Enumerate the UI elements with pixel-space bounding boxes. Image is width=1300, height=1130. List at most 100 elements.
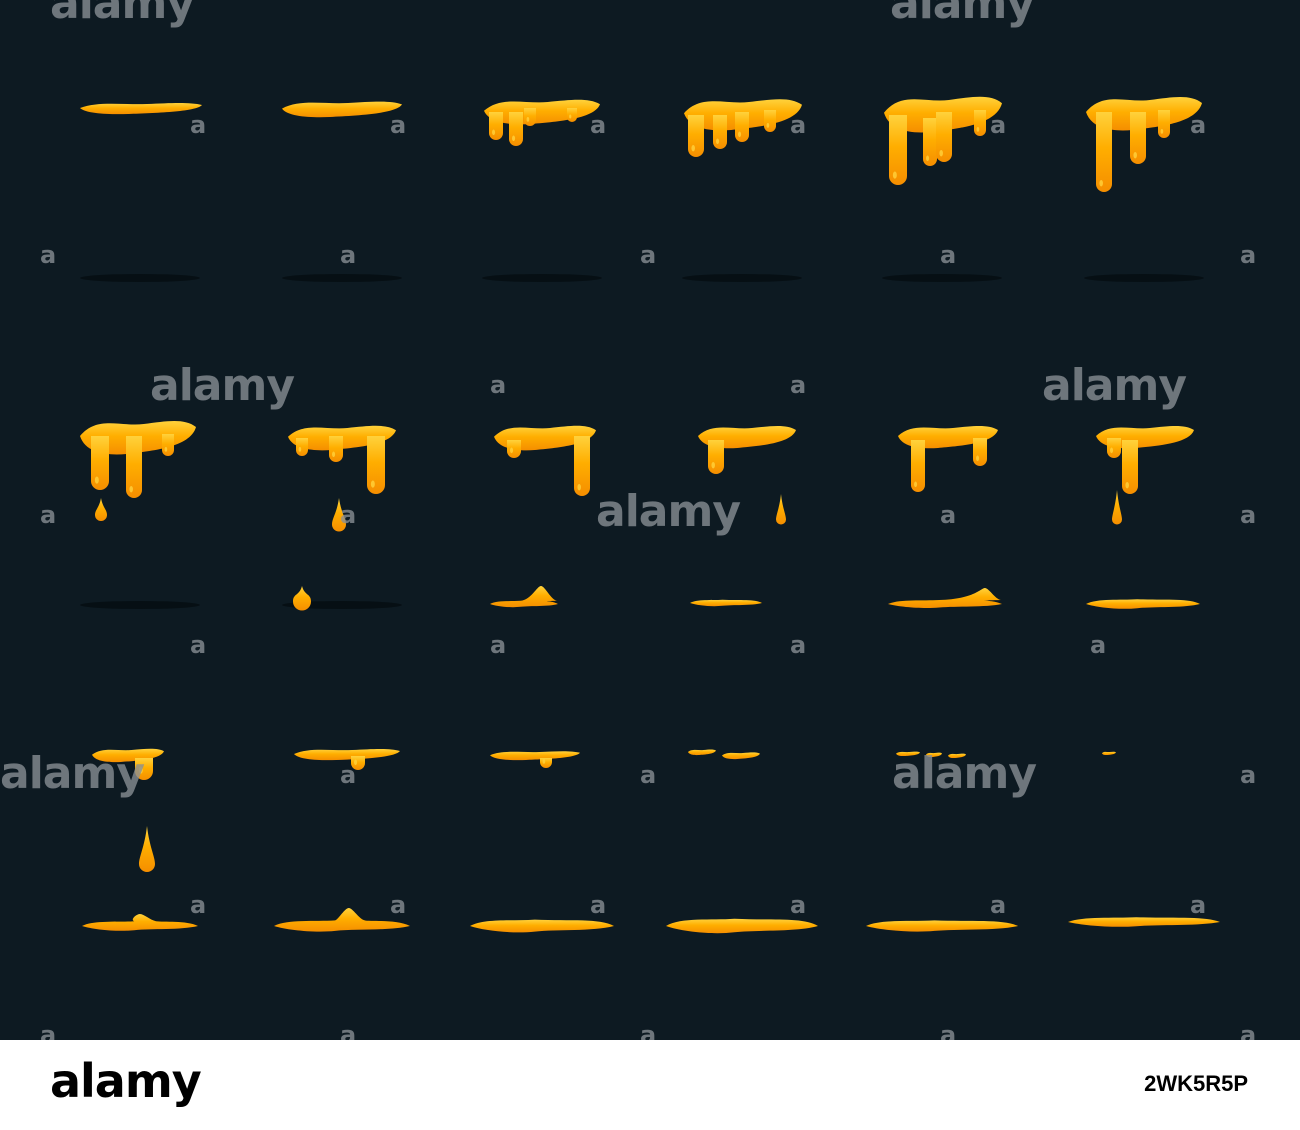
liquid-drip (764, 110, 776, 132)
watermark-logo: alamy (596, 486, 741, 537)
watermark-letter: a (390, 111, 406, 139)
watermark-letter: a (940, 501, 956, 529)
watermark-letter: a (1190, 111, 1206, 139)
drip-highlight (354, 759, 358, 766)
watermark-letter: a (790, 111, 806, 139)
liquid-top-bar (1102, 751, 1116, 756)
falling-droplet (776, 494, 786, 525)
drip-highlight (129, 486, 133, 493)
drip-highlight (939, 150, 943, 157)
liquid-puddle (866, 920, 1018, 932)
watermark-letter: a (390, 891, 406, 919)
falling-droplet (95, 498, 107, 521)
watermark-letter: a (790, 891, 806, 919)
liquid-drip (162, 434, 174, 456)
liquid-drips (80, 96, 1220, 934)
drip-highlight (711, 462, 715, 469)
watermark-letter: a (640, 241, 656, 269)
watermark-logo: alamy (150, 360, 295, 411)
liquid-drip (1096, 112, 1112, 192)
drip-highlight (1110, 447, 1114, 454)
ground-shadows (80, 274, 1204, 609)
liquid-top-bar (722, 752, 760, 760)
drip-highlight (164, 447, 168, 452)
liquid-top-bar (688, 749, 716, 756)
ground-shadow (80, 601, 200, 609)
liquid-top-bar (490, 751, 580, 761)
drip-highlight (766, 123, 770, 128)
falling-droplet (293, 586, 311, 611)
drip-highlight (1125, 482, 1129, 489)
drip-highlight (542, 759, 546, 764)
liquid-drip (126, 436, 142, 498)
liquid-drip (135, 758, 153, 780)
drip-highlight (738, 131, 742, 138)
liquid-drip (911, 440, 925, 492)
drip-highlight (332, 451, 336, 458)
watermark-letter: a (640, 761, 656, 789)
watermark-letter: a (990, 891, 1006, 919)
watermark-letter: a (340, 501, 356, 529)
falling-droplet (1112, 490, 1122, 525)
watermark-letter: a (1190, 891, 1206, 919)
ground-shadow (80, 274, 200, 282)
drip-highlight (510, 447, 514, 454)
watermark-letter: a (790, 371, 806, 399)
honey-drip-frames (80, 96, 1220, 934)
drip-highlight (94, 476, 99, 484)
liquid-drip (91, 436, 109, 490)
liquid-drip (1107, 438, 1121, 458)
liquid-puddle (470, 919, 614, 933)
liquid-drip (889, 115, 907, 185)
liquid-drip (351, 756, 365, 770)
liquid-drip (296, 438, 308, 456)
drip-highlight (1160, 129, 1164, 134)
drip-highlight (526, 117, 530, 122)
liquid-drip (1122, 440, 1138, 494)
watermark-letter: a (1090, 631, 1106, 659)
drip-highlight (926, 155, 930, 162)
footer-logo: alamy (50, 1054, 202, 1108)
ground-shadow (282, 274, 402, 282)
watermark-letter: a (190, 891, 206, 919)
ground-shadow (482, 274, 602, 282)
liquid-drip (574, 436, 590, 496)
falling-droplet (139, 826, 155, 872)
liquid-drip (735, 112, 749, 142)
drip-highlight (716, 138, 720, 145)
watermark-letter: a (990, 111, 1006, 139)
watermark-letter: a (590, 111, 606, 139)
liquid-drip (688, 115, 704, 157)
drip-highlight (691, 145, 695, 152)
liquid-puddle (666, 918, 818, 934)
watermark-letter: a (1240, 501, 1256, 529)
watermark-letter: a (590, 891, 606, 919)
liquid-puddle (490, 586, 558, 608)
liquid-puddle (1086, 599, 1200, 609)
liquid-drip (540, 758, 552, 768)
ground-shadow (1084, 274, 1204, 282)
watermark-letter: a (490, 371, 506, 399)
watermark-logo: alamy (892, 748, 1037, 799)
watermark-letter: a (790, 631, 806, 659)
watermark-letter: a (190, 631, 206, 659)
ground-shadow (282, 601, 402, 609)
drip-highlight (976, 126, 980, 132)
watermark-logo: alamy (0, 748, 145, 799)
watermark-letter: a (490, 631, 506, 659)
liquid-puddle (690, 599, 762, 607)
watermark-letter: a (340, 241, 356, 269)
sprite-sheet-canvas: alamy alamy alamy alamy alamy alamy alam… (0, 0, 1257, 1047)
watermark-logo: alamy (50, 0, 195, 29)
watermark-letter: a (190, 111, 206, 139)
liquid-drip (1158, 110, 1170, 138)
drip-highlight (492, 129, 496, 136)
drip-highlight (569, 114, 572, 119)
watermark-letter: a (940, 241, 956, 269)
liquid-drip (509, 112, 523, 146)
liquid-drip (1130, 112, 1146, 164)
image-id-label: 2WK5R5P (1144, 1071, 1248, 1096)
liquid-top-bar (294, 749, 400, 761)
drip-highlight (892, 171, 897, 179)
liquid-drip (708, 440, 724, 474)
